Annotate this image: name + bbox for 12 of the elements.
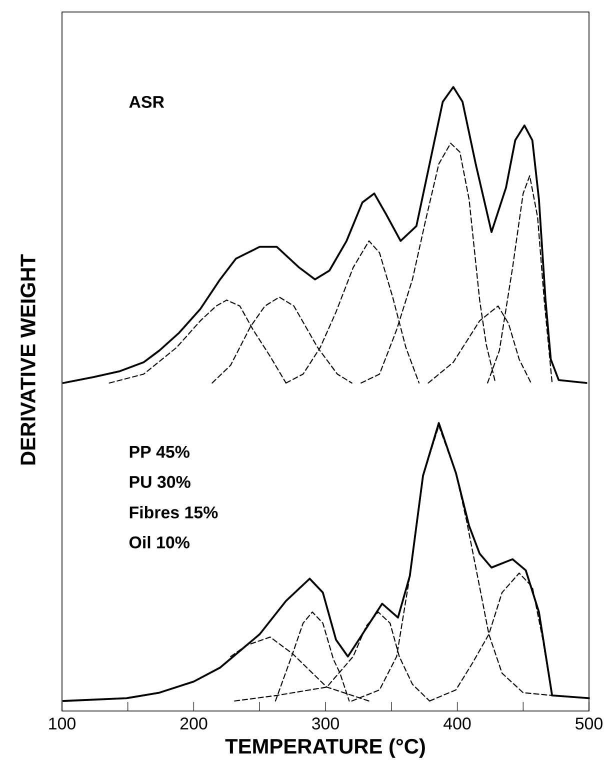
y-axis-title: DERIVATIVE WEIGHT [20,254,36,465]
annotation: Fibres 15% [130,506,218,518]
x-tick-label: 500 [576,718,602,730]
annotation: ASR [129,96,164,108]
x-tick-label: 300 [312,718,339,730]
x-tick-label: 400 [444,718,471,730]
annotation: PP 45% [130,446,190,458]
x-axis-title: TEMPERATURE (°C) [225,738,425,758]
annotation: Oil 10% [129,536,190,548]
x-tick-label: 100 [49,718,76,730]
x-tick-label: 200 [180,718,208,730]
annotation: PU 30% [130,476,190,488]
